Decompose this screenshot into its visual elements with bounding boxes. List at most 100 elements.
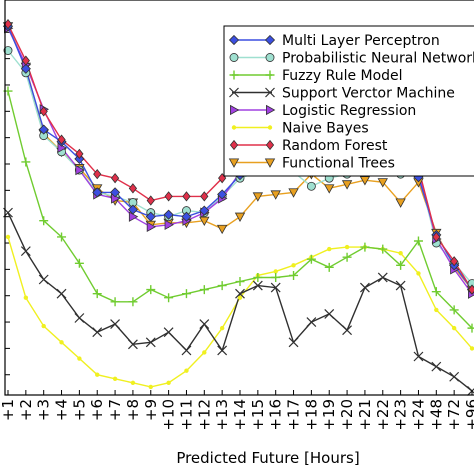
data-point — [306, 254, 316, 264]
data-point — [416, 271, 421, 276]
legend-marker — [264, 34, 276, 46]
data-point — [5, 234, 11, 240]
data-point — [378, 244, 388, 254]
legend-marker — [267, 125, 273, 130]
data-point — [431, 287, 441, 297]
data-point — [324, 262, 334, 272]
data-point — [39, 216, 49, 226]
data-point — [359, 176, 371, 186]
data-point — [377, 272, 388, 283]
data-point — [181, 211, 192, 222]
data-point — [449, 305, 459, 315]
data-point — [181, 289, 191, 299]
series-marker-group — [3, 86, 474, 333]
data-point — [273, 269, 278, 274]
x-tick-label: +10 — [160, 399, 178, 431]
data-point — [253, 272, 263, 282]
data-point — [110, 173, 120, 184]
data-point — [237, 295, 243, 300]
data-point — [128, 211, 139, 222]
data-point — [128, 183, 138, 194]
data-point — [110, 187, 121, 198]
x-tick-label: +8 — [124, 399, 142, 421]
x-tick-label: +16 — [267, 399, 285, 431]
data-point — [413, 351, 424, 362]
legend-label: Support Verctor Machine — [282, 86, 455, 102]
legend-marker — [228, 34, 240, 46]
x-axis-ticks: +1 +2 +3 +4 +5 +6 +7 +8 +9 +10 +11 +12 +13 +14 +15 +16 +… — [0, 390, 474, 431]
legend-label: Multi Layer Perceptron — [282, 33, 440, 49]
data-point — [359, 282, 370, 293]
x-tick-label: +22 — [374, 399, 392, 431]
data-point — [431, 361, 442, 372]
data-point — [252, 280, 263, 291]
data-point — [288, 337, 299, 348]
data-point — [395, 280, 406, 291]
data-point — [38, 274, 49, 285]
data-point — [163, 327, 174, 338]
x-tick-label: +2 — [17, 399, 35, 421]
data-point — [432, 231, 441, 243]
data-point — [451, 325, 457, 331]
data-point — [344, 244, 350, 250]
data-point — [21, 157, 31, 167]
data-point — [77, 356, 82, 361]
data-point — [235, 288, 245, 299]
x-tick-label: +12 — [195, 399, 213, 431]
data-point — [449, 371, 460, 382]
data-point — [199, 285, 209, 295]
legend-label: Random Forest — [282, 138, 388, 154]
x-tick-label: +4 — [53, 399, 71, 421]
data-point — [395, 198, 406, 208]
data-point — [21, 55, 30, 66]
data-point — [413, 236, 423, 246]
legend-entry: Probabilistic Neural Network — [229, 51, 474, 67]
legend-marker — [229, 104, 240, 116]
data-point — [434, 307, 439, 313]
x-tick-label: +6 — [88, 399, 106, 421]
legend-entry: Multi Layer Perceptron — [228, 33, 440, 49]
data-point — [306, 181, 316, 191]
data-point — [216, 224, 228, 235]
legend-marker — [265, 53, 275, 62]
legend-label: Naive Bayes — [282, 121, 369, 137]
data-point — [291, 263, 296, 268]
data-point — [38, 124, 49, 135]
data-point — [377, 178, 388, 188]
data-point — [342, 325, 353, 336]
data-point — [467, 386, 474, 396]
x-tick-label: +14 — [231, 399, 249, 431]
data-point — [145, 337, 156, 348]
data-point — [217, 345, 228, 356]
x-tick-label: +3 — [35, 399, 53, 421]
x-tick-label: +15 — [249, 399, 267, 431]
legend-box — [223, 25, 474, 177]
data-point — [182, 191, 191, 202]
data-point — [20, 63, 31, 74]
data-point — [199, 319, 210, 330]
data-point — [20, 246, 31, 257]
x-tick-label: +1 — [0, 399, 17, 421]
legend-marker — [229, 87, 239, 98]
data-point — [57, 232, 67, 242]
data-point — [469, 346, 474, 351]
x-tick-label: +11 — [177, 399, 195, 431]
data-point — [396, 260, 406, 270]
data-point — [164, 191, 173, 202]
x-tick-label: +18 — [302, 399, 320, 431]
data-point — [148, 384, 153, 390]
legend-entry: Naive Bayes — [231, 121, 369, 137]
legend-marker — [229, 139, 239, 151]
data-point — [57, 134, 66, 145]
data-point — [74, 258, 84, 268]
data-point — [3, 46, 13, 55]
data-point — [23, 295, 29, 300]
data-point — [398, 250, 403, 256]
data-point — [41, 323, 46, 329]
legend-entry: Fuzzy Rule Model — [229, 68, 403, 84]
legend-marker — [265, 104, 276, 116]
data-point — [146, 221, 157, 232]
x-axis-label: Predicted Future [Hours] — [176, 449, 359, 467]
data-point — [217, 189, 228, 200]
data-point — [288, 188, 299, 198]
